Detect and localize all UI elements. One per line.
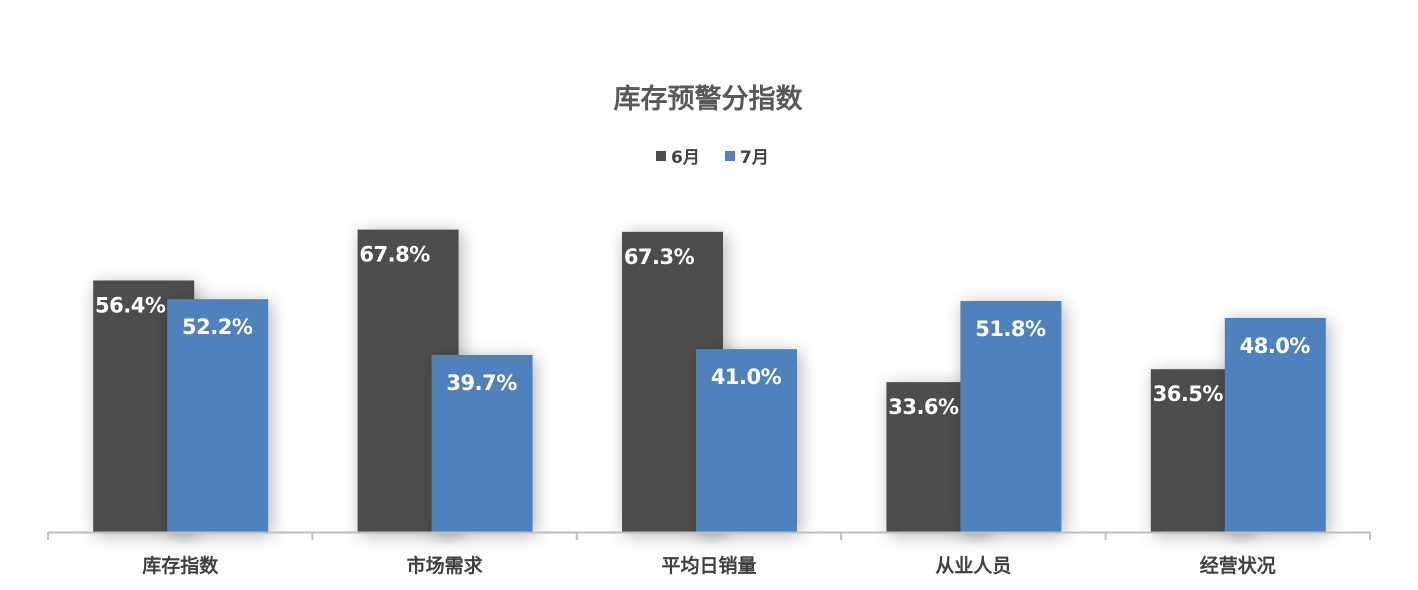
bar-7-2: [696, 349, 797, 532]
data-label: 36.5%: [1153, 382, 1224, 406]
data-label: 48.0%: [1240, 334, 1311, 358]
x-tick-label: 经营状况: [1200, 554, 1276, 577]
x-tick-label: 从业人员: [935, 555, 1011, 577]
x-axis: 库存指数 市场需求 平均日销量 从业人员 经营状况: [47, 531, 1371, 577]
legend-swatch-6: [656, 151, 666, 161]
legend-swatch-7: [725, 151, 735, 161]
x-tick-label: 库存指数: [142, 554, 219, 577]
legend: 6月 7月: [656, 148, 769, 168]
bar-7-0: [167, 299, 269, 532]
data-labels: 56.4% 52.2% 67.8% 39.7% 67.3% 41.0% 33.6% 51.8%…: [95, 243, 1311, 420]
bar-7-3: [960, 300, 1062, 532]
data-label: 67.8%: [359, 243, 430, 267]
data-label: 67.3%: [624, 245, 695, 269]
legend-label-6: 6月: [671, 148, 700, 168]
chart-title: 库存预警分指数: [614, 84, 804, 115]
data-label: 52.2%: [182, 315, 253, 339]
bar-7-4: [1224, 317, 1326, 532]
x-tick-label: 市场需求: [407, 554, 484, 577]
data-label: 41.0%: [711, 365, 782, 389]
data-label: 33.6%: [888, 395, 959, 419]
data-label: 56.4%: [95, 293, 166, 317]
x-tick-label: 平均日销量: [661, 554, 756, 577]
bars: [93, 229, 1326, 533]
legend-label-7: 7月: [740, 148, 769, 168]
data-label: 51.8%: [975, 317, 1046, 341]
x-axis-ticks: [47, 532, 1371, 540]
data-label: 39.7%: [446, 371, 517, 395]
bar-7-1: [431, 354, 533, 532]
x-axis-labels: 库存指数 市场需求 平均日销量 从业人员 经营状况: [142, 554, 1276, 577]
